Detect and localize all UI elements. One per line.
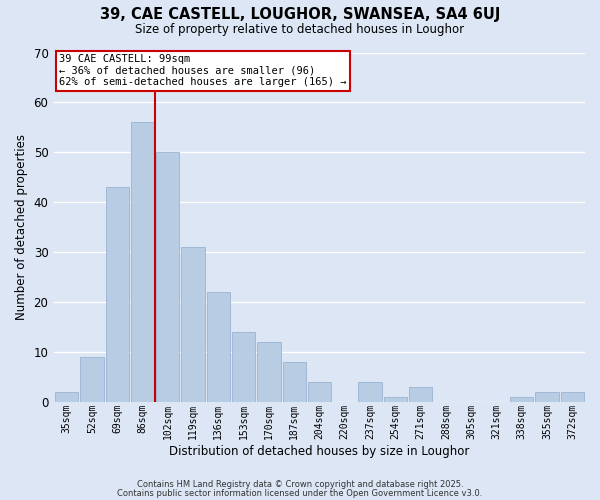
Bar xyxy=(80,358,104,403)
Text: 39, CAE CASTELL, LOUGHOR, SWANSEA, SA4 6UJ: 39, CAE CASTELL, LOUGHOR, SWANSEA, SA4 6… xyxy=(100,8,500,22)
Y-axis label: Number of detached properties: Number of detached properties xyxy=(15,134,28,320)
Bar xyxy=(384,398,407,402)
Bar xyxy=(207,292,230,403)
Bar xyxy=(156,152,179,402)
Bar xyxy=(131,122,154,402)
Text: 39 CAE CASTELL: 99sqm
← 36% of detached houses are smaller (96)
62% of semi-deta: 39 CAE CASTELL: 99sqm ← 36% of detached … xyxy=(59,54,347,88)
X-axis label: Distribution of detached houses by size in Loughor: Distribution of detached houses by size … xyxy=(169,444,470,458)
Bar xyxy=(358,382,382,402)
Text: Contains public sector information licensed under the Open Government Licence v3: Contains public sector information licen… xyxy=(118,489,482,498)
Bar xyxy=(409,388,432,402)
Bar xyxy=(283,362,306,403)
Bar xyxy=(106,188,129,402)
Text: Contains HM Land Registry data © Crown copyright and database right 2025.: Contains HM Land Registry data © Crown c… xyxy=(137,480,463,489)
Text: Size of property relative to detached houses in Loughor: Size of property relative to detached ho… xyxy=(136,22,464,36)
Bar xyxy=(510,398,533,402)
Bar xyxy=(257,342,281,402)
Bar xyxy=(181,248,205,402)
Bar xyxy=(535,392,559,402)
Bar xyxy=(308,382,331,402)
Bar xyxy=(561,392,584,402)
Bar xyxy=(55,392,78,402)
Bar xyxy=(232,332,255,402)
